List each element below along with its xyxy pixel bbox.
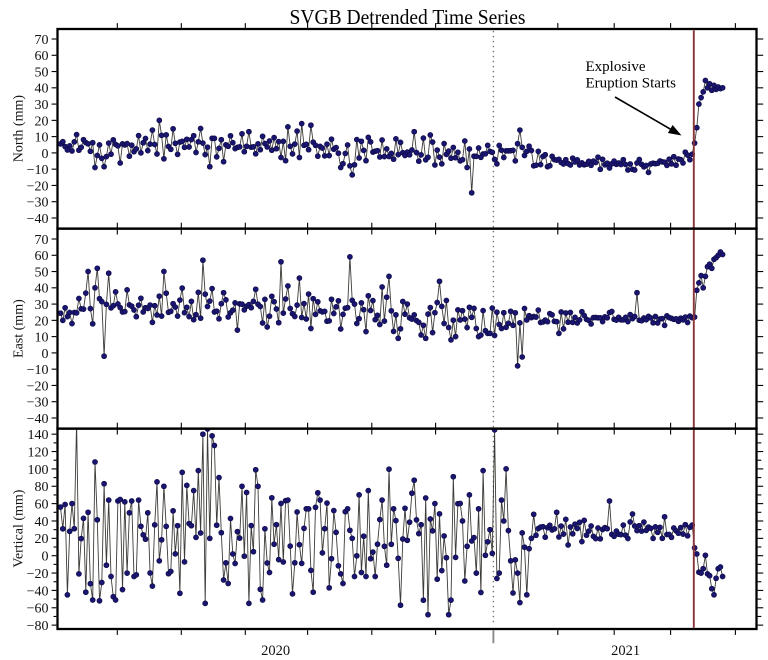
svg-text:60: 60 [35, 249, 49, 264]
svg-text:−20: −20 [27, 567, 49, 582]
svg-text:−30: −30 [27, 396, 49, 411]
svg-text:North (mm): North (mm) [12, 95, 27, 163]
svg-text:0: 0 [42, 347, 49, 362]
svg-text:−10: −10 [27, 363, 49, 378]
svg-text:80: 80 [35, 480, 49, 495]
svg-text:0: 0 [42, 550, 49, 565]
svg-text:2021: 2021 [611, 643, 640, 659]
svg-text:−40: −40 [27, 584, 49, 599]
svg-text:Explosive: Explosive [586, 59, 646, 75]
svg-text:−30: −30 [27, 196, 49, 211]
svg-text:−80: −80 [27, 619, 49, 634]
svg-text:Vertical (mm): Vertical (mm) [12, 489, 27, 567]
svg-text:50: 50 [35, 265, 49, 280]
svg-text:60: 60 [35, 49, 49, 64]
svg-text:−10: −10 [27, 163, 49, 178]
svg-text:120: 120 [28, 445, 49, 460]
svg-text:−20: −20 [27, 379, 49, 394]
svg-text:0: 0 [42, 147, 49, 162]
svg-text:East (mm): East (mm) [12, 299, 27, 358]
svg-text:SVGB Detrended Time Series: SVGB Detrended Time Series [290, 5, 526, 29]
svg-text:30: 30 [35, 98, 49, 113]
svg-text:Eruption Starts: Eruption Starts [586, 76, 677, 92]
svg-text:20: 20 [35, 314, 49, 329]
svg-text:20: 20 [35, 532, 49, 547]
svg-text:−40: −40 [27, 412, 49, 427]
svg-text:−40: −40 [27, 212, 49, 227]
svg-text:40: 40 [35, 282, 49, 297]
svg-text:−20: −20 [27, 179, 49, 194]
svg-text:10: 10 [35, 131, 49, 146]
svg-text:140: 140 [28, 428, 49, 443]
svg-text:2020: 2020 [261, 643, 290, 659]
svg-text:20: 20 [35, 114, 49, 129]
svg-text:100: 100 [28, 463, 49, 478]
svg-text:70: 70 [35, 33, 49, 48]
svg-text:50: 50 [35, 66, 49, 81]
svg-text:40: 40 [35, 82, 49, 97]
svg-text:30: 30 [35, 298, 49, 313]
svg-text:40: 40 [35, 515, 49, 530]
svg-text:60: 60 [35, 498, 49, 513]
svg-text:10: 10 [35, 331, 49, 346]
svg-text:−60: −60 [27, 602, 49, 617]
svg-text:70: 70 [35, 233, 49, 248]
